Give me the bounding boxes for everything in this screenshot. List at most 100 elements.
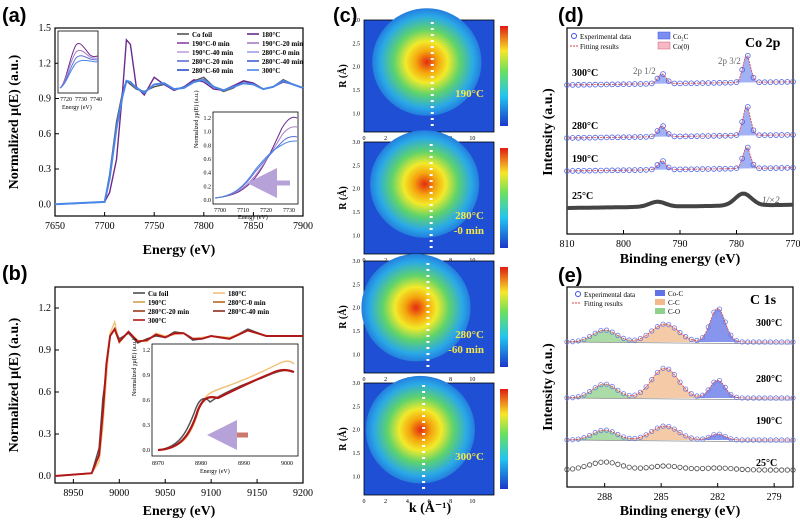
panel-d-fill-co2c-b-2 — [646, 161, 680, 170]
panel-d-fill-co2c-0 — [730, 55, 765, 83]
panel-d-trace-1: 280°C — [564, 104, 796, 141]
panel-e-fill-1-0 — [548, 384, 662, 398]
panel-b-inset-tick-1: 8980 — [195, 461, 207, 467]
panel-e-baseline-2 — [566, 439, 794, 443]
panel-e-point-0-6 — [581, 336, 587, 342]
panel-a-inset-ytick-2: 0.4 — [204, 171, 212, 177]
panel-d-legend-co2c-marker — [657, 31, 671, 40]
panel-c-ytick-0-1: 1.5 — [353, 88, 361, 94]
panel-b-legend-item-0: Cu foil — [148, 290, 168, 298]
panel-d-trace-label-3: 25°C — [572, 191, 593, 202]
panel-c-xtick-2-5: 10 — [469, 377, 475, 383]
panel-e-point-0-50 — [705, 324, 711, 330]
panel-e-legend: Experimental data Fitting results Co-C C… — [572, 290, 684, 316]
panel-e-point-1-58 — [728, 391, 734, 398]
panel-c-xtick-3-5: 10 — [469, 499, 475, 505]
panel-d-fit-2 — [567, 146, 793, 172]
panel-c-ytick-3-2: 2.0 — [353, 428, 361, 434]
panel-c-ylabel-1: R (Å) — [337, 186, 349, 210]
panel-e-point-0-54 — [716, 306, 723, 312]
panel-e-point-1-46 — [694, 393, 700, 399]
panel-a-ytick-1: 0.3 — [39, 164, 52, 175]
panel-c-map-label-0: 190°C — [455, 88, 484, 100]
panel-b-xlabel: Energy (eV) — [143, 504, 216, 519]
panel-d-legend-co2c: Co₂C — [673, 33, 689, 41]
panel-d-legend-fit: Fitting results — [580, 43, 619, 51]
panel-e-point-0-44 — [688, 336, 694, 343]
panel-e-point-1-6 — [581, 392, 587, 398]
panel-e-point-3-10 — [592, 460, 598, 466]
panel-b-xtick-4: 9150 — [247, 488, 267, 499]
panel-a-legend-item-2: 190°C-0 min — [192, 40, 230, 48]
panel-d-xtick-2: 790 — [673, 239, 688, 250]
panel-c-ylabel-2: R (Å) — [337, 305, 349, 329]
panel-c-ylabel-0: R (Å) — [337, 64, 349, 88]
panel-b-xtick-5: 9200 — [293, 488, 313, 499]
panel-b-inset-curves — [157, 360, 295, 452]
panel-d-label: (d) — [558, 5, 584, 27]
panel-d-traces: 300°C 280°C 190°C 25°C — [564, 52, 796, 210]
panel-a-inset-ytick-4: 0.8 — [204, 143, 212, 149]
panel-e-point-3-8 — [586, 462, 593, 468]
panel-e-point-1-4 — [575, 394, 581, 400]
panel-a-legend: Co foil 180°C 190°C-0 min 190°C-20 min 190°C… — [177, 31, 303, 75]
panel-d-point-1-60 — [733, 132, 740, 138]
panel-a-inset-ytick-1: 0.2 — [204, 184, 212, 190]
panel-d: Binding energy (eV) Intensity (a.u.) Co … — [541, 27, 800, 267]
panel-c-xtick-2-4: 8 — [449, 377, 452, 383]
panel-b-inset-yticks: 0.0 0.3 0.6 0.9 1.2 — [143, 348, 151, 454]
panel-e-trace-0: 300°C — [548, 306, 796, 345]
panel-d-scale-note: 1/×2 — [762, 195, 780, 205]
panel-e-point-3-16 — [609, 460, 615, 466]
panel-b-legend-item-1: 180°C — [228, 290, 246, 298]
panel-d-data-3 — [567, 191, 793, 210]
panel-d-point-1-34 — [660, 123, 666, 129]
panel-c-map-blob-3 — [365, 375, 475, 484]
panel-a-inset-bottom-curves — [214, 116, 298, 199]
panel-e-point-3-26 — [637, 465, 644, 471]
panel-e-point-1-56 — [722, 384, 728, 390]
panel-e-point-2-58 — [728, 436, 734, 442]
panel-e-point-3-24 — [632, 465, 638, 471]
panel-e-point-1-20 — [620, 391, 627, 397]
panel-c-xtick-3-1: 2 — [384, 499, 387, 505]
panel-e-point-2-52 — [711, 432, 717, 438]
panel-c-colorbar-3 — [500, 389, 508, 489]
panel-e-point-2-28 — [643, 432, 649, 438]
panel-e-legend-exp-marker — [575, 291, 581, 297]
panel-c-colorbar-2 — [500, 267, 508, 367]
panel-a-inset-bottom-xlabel: Energy (eV) — [238, 214, 268, 221]
panel-d-legend-exp-marker — [571, 33, 577, 39]
panel-d-point-2-32 — [654, 162, 661, 168]
panel-e-point-2-32 — [654, 425, 661, 431]
panel-a-inset-bottom-tick-3: 7730 — [283, 208, 295, 214]
panel-a-ytick-2: 0.6 — [39, 129, 52, 140]
panel-b-legend-item-2: 190°C — [148, 299, 166, 307]
panel-e-legend-co: C-O — [668, 308, 680, 316]
panel-a-inset-top-xlabel: Energy (eV) — [62, 104, 92, 111]
panel-e-point-1-8 — [586, 389, 593, 395]
panel-b-legend-item-3: 280°C-0 min — [228, 299, 266, 307]
panel-e-point-3-34 — [660, 463, 666, 469]
panel-e-point-2-36 — [666, 423, 672, 430]
panel-c-map-3: 300°C1.01.52.02.53.00 2 4 6 8 10R (Å) — [337, 375, 508, 505]
panel-e-point-3-76 — [779, 467, 785, 473]
panel-c-ytick-3-4: 3.0 — [353, 381, 361, 387]
panel-c-map-blob-1 — [370, 130, 480, 238]
panel-a-yticks: 0.0 0.3 0.6 0.9 1.2 1.5 — [39, 23, 59, 210]
panel-a-legend-item-4: 190°C-40 min — [192, 49, 233, 57]
panel-e-traces: 300°C 280°C 190°C 25°C — [548, 306, 796, 473]
panel-e-point-2-50 — [705, 434, 711, 440]
panel-e-point-0-12 — [598, 327, 604, 334]
panel-b-ylabel: Normalized μ(E) (a.u.) — [7, 317, 22, 452]
panel-c-xtick-0-5: 10 — [469, 136, 475, 142]
panel-d-trace-label-1: 280°C — [572, 121, 598, 132]
panel-e-point-3-42 — [683, 465, 689, 471]
panel-a-legend-item-7: 280°C-40 min — [262, 58, 303, 66]
panel-b-ytick-2: 0.6 — [39, 387, 52, 398]
panel-c-map-label-1: 280°C — [455, 210, 484, 222]
panel-a-ytick-3: 0.9 — [39, 94, 52, 105]
panel-c-ytick-1-0: 1.0 — [353, 233, 361, 239]
panel-e-legend-exp: Experimental data — [584, 291, 636, 299]
panel-d-fit-1 — [567, 106, 793, 139]
